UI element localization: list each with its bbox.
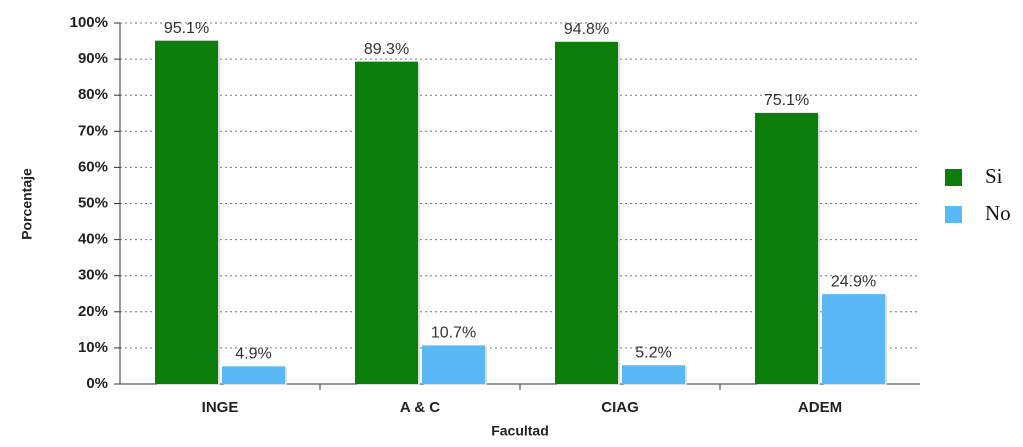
value-label: 75.1% [764,92,809,109]
value-label: 89.3% [364,41,409,58]
bar [355,61,418,384]
y-tick-label: 30% [78,267,108,284]
y-tick-label: 90% [78,50,108,67]
bar [155,40,218,385]
y-tick-label: 20% [78,303,108,320]
y-tick-label: 80% [78,86,108,103]
legend-swatch [945,206,962,223]
legend-label: Si [985,164,1003,188]
y-axis-title: Porcentaje [19,168,35,240]
bar [422,345,485,384]
y-tick-label: 70% [78,122,108,139]
bar [755,112,818,384]
y-tick-label: 10% [78,339,108,356]
value-label: 94.8% [564,21,609,38]
y-tick-label: 0% [86,375,108,392]
bar [822,294,885,384]
x-tick-label: CIAG [601,399,639,416]
bar [555,41,618,384]
legend-swatch [945,169,962,186]
bar [222,366,285,384]
value-label: 10.7% [431,325,476,342]
x-axis-title: Facultad [491,423,549,439]
x-tick-label: INGE [202,399,239,416]
value-label: 24.9% [831,273,876,290]
value-label: 95.1% [164,20,209,37]
value-label: 4.9% [235,346,271,363]
y-tick-label: 60% [78,158,108,175]
y-tick-label: 40% [78,231,108,248]
bar [622,365,685,384]
x-tick-label: A & C [400,399,440,416]
value-label: 5.2% [635,344,671,361]
x-tick-label: ADEM [798,399,842,416]
y-tick-label: 50% [78,194,108,211]
y-tick-label: 100% [70,14,108,31]
legend-label: No [985,201,1011,225]
